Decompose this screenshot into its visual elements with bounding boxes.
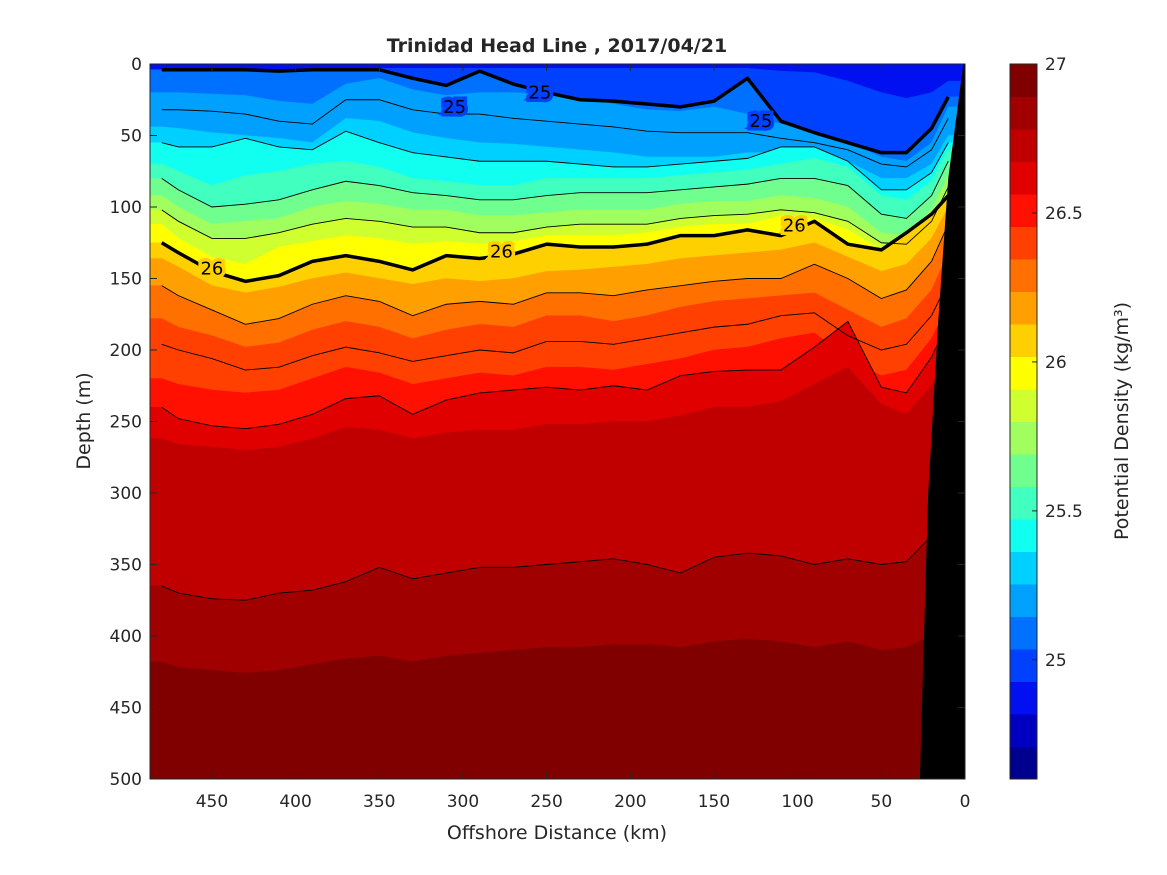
isopycnal-25-line [161,67,950,155]
x-tick-label-200: 200 [614,792,646,812]
plot-area: 25 25 25 26 26 26 [150,64,965,779]
colorbar-segment-15 [1010,259,1037,292]
colorbar-tick-label-25.5: 25.5 [1045,502,1083,522]
contour-label-layer: 25 25 25 26 26 26 [197,79,809,283]
y-tick-label-150: 150 [110,270,142,290]
colorbar-segment-18 [1010,161,1037,195]
colorbar-segment-11 [1010,389,1037,422]
x-axis: 450 400 350 300 250 200 150 100 50 0 [196,64,971,812]
isopycnal-26-line [160,194,950,284]
y-tick-label-450: 450 [110,699,142,719]
colorbar-segment-4 [1010,616,1037,650]
contour-label-3: 26 [200,258,223,279]
colorbar-segment-9 [1010,454,1037,487]
y-tick-label-350: 350 [110,556,142,576]
seafloor-bathymetry [919,64,965,779]
y-tick-label-50: 50 [120,127,142,147]
isopycnal-25.2-line [161,99,949,168]
y-tick-label-500: 500 [110,770,142,790]
contour-label-2: 25 [749,111,772,132]
isopycnal-26.6-line [161,320,949,430]
y-tick-label-200: 200 [110,341,142,361]
x-axis-label: Offshore Distance (km) [447,822,667,844]
colorbar-segment-14 [1010,291,1037,325]
colorbar-segment-8 [1010,486,1037,520]
colorbar-frame [1009,63,1038,780]
colorbar-segment-0 [1010,746,1037,780]
chart-title: Trinidad Head Line , 2017/04/21 [387,35,727,57]
labeled-contour-layer [160,67,950,284]
y-tick-label-400: 400 [110,627,142,647]
colorbar-segment-1 [1010,714,1037,747]
isopycnal-26.4-line [161,281,949,371]
isopycnal-25.4-line [161,130,949,191]
contour-label-1: 25 [528,83,551,104]
colorbar-segment-3 [1010,649,1037,682]
x-tick-label-350: 350 [363,792,395,812]
colorbar [1009,63,1038,780]
colorbar-segment-2 [1010,681,1037,715]
colorbar-tick-label-26.5: 26.5 [1045,204,1083,224]
density-fill-layer [150,64,965,779]
x-tick-label-250: 250 [530,792,562,812]
y-tick-label-250: 250 [110,413,142,433]
x-tick-label-400: 400 [279,792,311,812]
x-tick-label-0: 0 [960,792,971,812]
y-tick-label-100: 100 [110,198,142,218]
isopycnal-26.8-line [161,492,949,601]
y-tick-label-300: 300 [110,484,142,504]
colorbar-segment-7 [1010,519,1037,552]
colorbar-segment-10 [1010,421,1037,455]
isopycnal-26.2-line [161,223,949,325]
contour-label-0: 25 [443,97,466,118]
colorbar-label: Potential Density (kg/m³) [1111,302,1133,540]
colorbar-segment-20 [1010,96,1037,130]
x-tick-label-450: 450 [196,792,228,812]
y-axis: 0 50 100 150 200 250 300 350 400 450 500 [110,55,965,790]
colorbar-segment-5 [1010,584,1037,617]
colorbar-tick-label-27: 27 [1045,55,1067,75]
colorbar-segment-16 [1010,226,1037,260]
x-tick-label-150: 150 [698,792,730,812]
colorbar-segment-17 [1010,194,1037,227]
y-tick-label-0: 0 [131,55,142,75]
isopycnal-25.6-line [161,161,949,219]
colorbar-tick-label-25: 25 [1045,651,1067,671]
colorbar-ticks: 25 25.5 26 26.5 27 [1032,55,1083,671]
colorbar-segment-19 [1010,129,1037,162]
colorbar-tick-label-26: 26 [1045,353,1067,373]
colorbar-segment-13 [1010,324,1037,357]
x-tick-label-100: 100 [781,792,813,812]
contour-label-5: 26 [783,216,806,237]
isopycnal-25.8-line [161,186,949,245]
colorbar-segment-6 [1010,551,1037,585]
x-tick-label-300: 300 [447,792,479,812]
colorbar-segment-21 [1010,64,1037,97]
contour-label-4: 26 [490,241,513,262]
thin-contour-layer [161,99,949,601]
y-axis-label: Depth (m) [73,372,95,469]
x-tick-label-50: 50 [871,792,893,812]
